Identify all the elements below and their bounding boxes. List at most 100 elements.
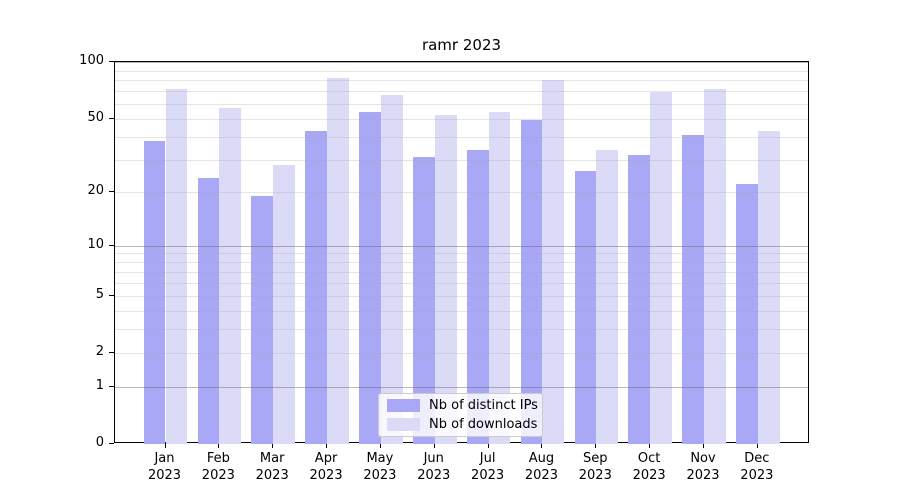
x-tick-month-oct: Oct [637, 451, 661, 466]
x-tick-year-feb: 2023 [201, 468, 235, 483]
legend-swatch-distinct-ips [387, 399, 420, 412]
x-tick-label-dec: Dec 2023 [725, 450, 789, 484]
bar-oct-downloads [650, 92, 672, 444]
bar-oct-distinct-ips [628, 154, 651, 444]
y-tick-label-0: 0 [95, 435, 104, 450]
x-tick-year-jan: 2023 [147, 468, 182, 483]
y-tick-2 [109, 352, 114, 354]
y-tick-label-10: 10 [87, 236, 104, 252]
gridline-minor-3 [115, 329, 808, 331]
legend-swatch-downloads [387, 418, 420, 431]
gridline-minor-70 [115, 91, 808, 93]
x-tick-sep [595, 443, 597, 448]
x-tick-year-sep: 2023 [578, 468, 612, 483]
gridline-major-1 [115, 386, 808, 388]
y-tick-50 [109, 117, 114, 119]
x-tick-year-oct: 2023 [632, 468, 666, 483]
y-tick-5 [109, 294, 114, 296]
x-tick-month-dec: Dec [744, 451, 770, 466]
bar-aug-downloads [542, 80, 565, 444]
x-tick-nov [703, 443, 704, 448]
gridline-minor-30 [115, 159, 808, 161]
gridline-minor-9 [115, 253, 808, 255]
gridline-minor-80 [115, 80, 808, 82]
gridline-major-10 [115, 245, 808, 247]
plot-area [114, 61, 809, 444]
gridline-minor-50 [115, 118, 808, 120]
x-tick-may [379, 443, 381, 448]
x-tick-year-jul: 2023 [471, 468, 505, 483]
x-tick-year-may: 2023 [363, 468, 397, 483]
bar-mar-distinct-ips [251, 196, 274, 444]
gridline-minor-8 [115, 262, 808, 264]
bar-jul-distinct-ips [466, 149, 489, 444]
y-tick-label-20: 20 [87, 183, 104, 198]
x-tick-year-mar: 2023 [255, 468, 289, 483]
x-tick-month-may: May [366, 451, 394, 466]
gridline-minor-5 [115, 295, 808, 297]
x-tick-label-jun: Jun 2023 [402, 450, 466, 484]
x-tick-month-jul: Jul [479, 451, 496, 466]
x-tick-jan [164, 443, 166, 448]
gridline-minor-20 [115, 192, 808, 193]
bar-aug-distinct-ips [520, 120, 543, 444]
bar-jan-downloads [165, 88, 188, 444]
x-tick-month-jan: Jan [154, 451, 175, 466]
gridline-minor-2 [115, 353, 808, 355]
gridline-major-100 [115, 62, 808, 63]
y-tick-20 [109, 191, 114, 192]
legend-label-downloads: Nb of downloads [429, 416, 538, 432]
x-tick-label-jan: Jan 2023 [133, 450, 197, 484]
x-tick-apr [326, 443, 328, 448]
x-tick-label-feb: Feb 2023 [186, 450, 250, 484]
chart-title: ramr 2023 [421, 36, 502, 54]
bar-sep-distinct-ips [574, 171, 597, 444]
x-tick-oct [649, 443, 651, 448]
y-tick-label-50: 50 [87, 109, 104, 125]
x-tick-jul [487, 443, 489, 448]
gridline-minor-40 [115, 136, 808, 138]
x-tick-month-sep: Sep [583, 451, 608, 466]
x-tick-month-apr: Apr [314, 451, 338, 466]
x-tick-month-mar: Mar [259, 451, 285, 466]
gridline-minor-7 [115, 271, 808, 273]
x-tick-year-aug: 2023 [524, 468, 558, 483]
gridline-minor-4 [115, 310, 808, 312]
y-tick-label-100: 100 [79, 53, 104, 68]
gridline-minor-60 [115, 103, 808, 105]
x-tick-year-jun: 2023 [417, 468, 451, 483]
y-tick-label-1: 1 [95, 377, 104, 393]
y-tick-label-2: 2 [95, 344, 104, 360]
bar-dec-distinct-ips [736, 184, 758, 444]
x-tick-feb [218, 443, 220, 448]
x-tick-mar [272, 443, 274, 448]
x-tick-label-jul: Jul 2023 [456, 450, 520, 484]
bar-sep-downloads [596, 149, 619, 444]
bar-may-distinct-ips [359, 112, 381, 444]
x-tick-label-sep: Sep 2023 [563, 450, 627, 484]
y-tick-100 [109, 61, 114, 62]
x-tick-month-feb: Feb [206, 451, 230, 466]
bar-apr-distinct-ips [305, 130, 328, 444]
x-tick-label-nov: Nov 2023 [671, 450, 735, 484]
x-tick-label-aug: Aug 2023 [509, 450, 573, 484]
legend-item-downloads: Nb of downloads [387, 416, 538, 432]
legend-item-distinct-ips: Nb of distinct IPs [387, 398, 538, 413]
bar-jun-downloads [434, 115, 457, 444]
gridline-minor-6 [115, 282, 808, 284]
bar-jul-downloads [488, 112, 511, 444]
x-tick-label-mar: Mar 2023 [240, 450, 304, 484]
x-tick-jun [433, 443, 435, 448]
gridline-minor-90 [115, 70, 808, 72]
bar-nov-distinct-ips [682, 134, 704, 444]
bar-apr-downloads [327, 78, 349, 444]
legend-label-distinct-ips: Nb of distinct IPs [429, 397, 538, 413]
bar-may-downloads [380, 94, 403, 444]
bar-feb-downloads [219, 107, 242, 444]
bar-jan-distinct-ips [143, 140, 166, 444]
x-tick-month-nov: Nov [690, 451, 716, 466]
x-tick-year-nov: 2023 [686, 468, 720, 483]
y-tick-0 [109, 443, 114, 444]
bar-jun-distinct-ips [412, 157, 435, 444]
